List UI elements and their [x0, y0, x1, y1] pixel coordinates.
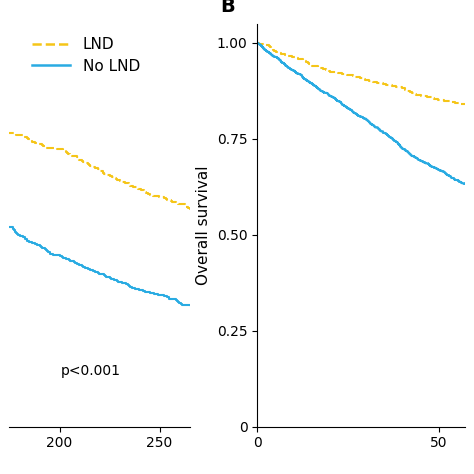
Y-axis label: Overall survival: Overall survival	[196, 165, 211, 285]
No LND	[195, 306, 201, 311]
Line: No LND: No LND	[0, 0, 200, 309]
Text: B: B	[220, 0, 235, 16]
Legend: LND, No LND: LND, No LND	[26, 31, 146, 80]
LND	[0, 127, 1, 132]
Text: p<0.001: p<0.001	[61, 364, 120, 378]
LND	[197, 209, 202, 215]
LND	[195, 209, 201, 215]
No LND	[197, 306, 202, 311]
Line: LND: LND	[0, 0, 200, 212]
